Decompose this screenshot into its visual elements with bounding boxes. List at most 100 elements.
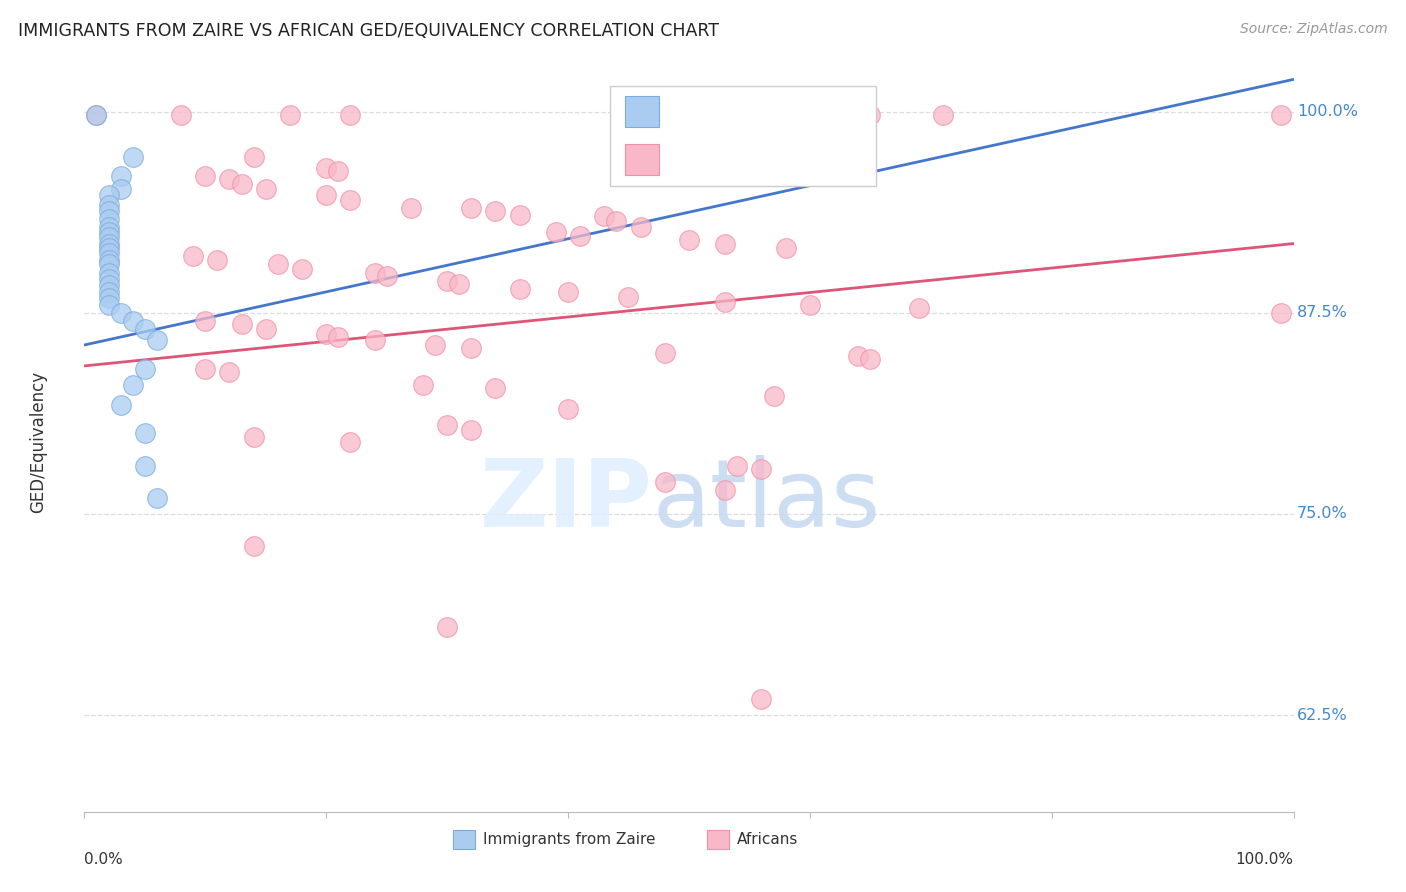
- Point: [97, 278, 120, 293]
- Point: [110, 306, 132, 320]
- Point: [231, 177, 253, 191]
- Point: [97, 241, 120, 255]
- Point: [339, 108, 361, 122]
- Point: [799, 298, 821, 312]
- Point: [509, 282, 531, 296]
- Point: [932, 108, 955, 122]
- Point: [328, 330, 350, 344]
- Point: [1270, 108, 1292, 122]
- Point: [339, 193, 361, 207]
- Point: [375, 268, 398, 283]
- Point: [907, 301, 929, 315]
- Point: [436, 619, 458, 633]
- Point: [412, 378, 434, 392]
- Point: [436, 418, 458, 433]
- Text: ZIP: ZIP: [479, 455, 652, 547]
- Point: [134, 426, 156, 441]
- Point: [97, 236, 120, 251]
- Point: [762, 389, 785, 403]
- Point: [97, 246, 120, 260]
- Point: [194, 362, 217, 376]
- Point: [569, 228, 592, 243]
- Point: [630, 220, 652, 235]
- Point: [134, 458, 156, 473]
- Point: [97, 298, 120, 312]
- Point: [194, 314, 217, 328]
- Point: [242, 539, 264, 553]
- Text: Immigrants from Zaire: Immigrants from Zaire: [484, 832, 655, 847]
- Bar: [624, 95, 659, 127]
- Text: 75.0%: 75.0%: [1298, 507, 1348, 522]
- Point: [181, 249, 204, 263]
- Bar: [453, 830, 475, 849]
- Point: [254, 182, 277, 196]
- Point: [859, 352, 882, 367]
- Point: [436, 274, 458, 288]
- Point: [846, 349, 869, 363]
- Point: [339, 434, 361, 449]
- Text: R =  0.354: R = 0.354: [673, 103, 769, 120]
- Point: [134, 362, 156, 376]
- Text: N = 32: N = 32: [794, 103, 862, 120]
- Point: [751, 462, 773, 476]
- Point: [97, 212, 120, 227]
- Point: [678, 233, 700, 247]
- Point: [315, 161, 337, 175]
- Text: Source: ZipAtlas.com: Source: ZipAtlas.com: [1240, 22, 1388, 37]
- Point: [218, 365, 240, 379]
- Text: Africans: Africans: [737, 832, 799, 847]
- Point: [328, 164, 350, 178]
- Text: 100.0%: 100.0%: [1236, 853, 1294, 867]
- Point: [97, 266, 120, 280]
- Point: [97, 285, 120, 299]
- Point: [86, 108, 108, 122]
- Point: [170, 108, 193, 122]
- Point: [859, 108, 882, 122]
- Point: [207, 252, 229, 267]
- Text: 0.0%: 0.0%: [84, 853, 124, 867]
- Point: [242, 150, 264, 164]
- Point: [654, 346, 676, 360]
- Point: [484, 381, 506, 395]
- Point: [291, 262, 314, 277]
- Point: [363, 266, 385, 280]
- Point: [557, 402, 579, 417]
- Point: [97, 188, 120, 202]
- Text: atlas: atlas: [652, 455, 882, 547]
- Point: [97, 204, 120, 219]
- Point: [714, 483, 737, 497]
- Text: R =  0.196: R = 0.196: [673, 151, 769, 169]
- Point: [121, 150, 143, 164]
- Point: [97, 220, 120, 235]
- Point: [315, 326, 337, 341]
- Point: [242, 430, 264, 444]
- Text: IMMIGRANTS FROM ZAIRE VS AFRICAN GED/EQUIVALENCY CORRELATION CHART: IMMIGRANTS FROM ZAIRE VS AFRICAN GED/EQU…: [18, 22, 720, 40]
- Point: [121, 378, 143, 392]
- Point: [484, 204, 506, 219]
- FancyBboxPatch shape: [610, 87, 876, 186]
- Bar: [707, 830, 728, 849]
- Point: [110, 182, 132, 196]
- Text: 87.5%: 87.5%: [1298, 305, 1348, 320]
- Point: [423, 338, 446, 352]
- Point: [146, 333, 169, 347]
- Point: [97, 230, 120, 244]
- Point: [751, 692, 773, 706]
- Point: [775, 241, 797, 255]
- Text: 62.5%: 62.5%: [1298, 707, 1348, 723]
- Point: [97, 225, 120, 239]
- Point: [110, 397, 132, 411]
- Point: [97, 272, 120, 286]
- Point: [654, 475, 676, 489]
- Point: [399, 201, 422, 215]
- Point: [460, 201, 482, 215]
- Point: [110, 169, 132, 183]
- Point: [617, 290, 640, 304]
- Point: [1270, 306, 1292, 320]
- Point: [218, 172, 240, 186]
- Point: [86, 108, 108, 122]
- Point: [231, 317, 253, 331]
- Point: [121, 314, 143, 328]
- Bar: [624, 144, 659, 175]
- Point: [97, 198, 120, 212]
